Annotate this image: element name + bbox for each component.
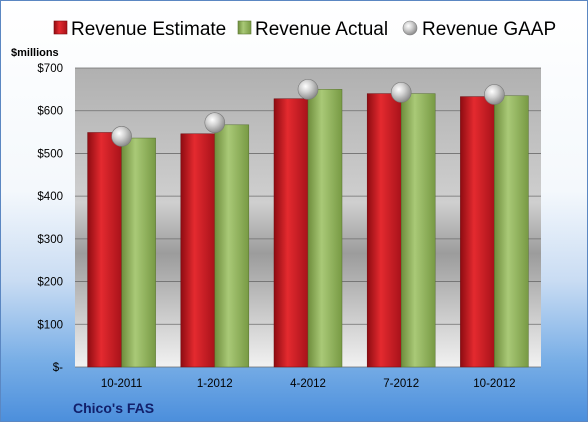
legend: Revenue Estimate Revenue Actual Revenue …	[53, 19, 556, 40]
marker-revenue-gaap	[297, 79, 319, 100]
x-axis-tick-labels: 10-2011 1-2012 4-2012 7-2012 10-2012	[101, 378, 516, 390]
gaap-markers	[111, 79, 505, 147]
y-tick-label: $300	[37, 234, 63, 246]
marker-revenue-gaap	[390, 82, 412, 103]
y-tick-label: $-	[53, 362, 63, 374]
legend-label-gaap: Revenue GAAP	[422, 19, 556, 40]
legend-swatch-estimate	[53, 20, 68, 35]
bar-revenue-actual	[400, 93, 436, 368]
x-tick-label: 7-2012	[383, 378, 419, 390]
bar-revenue-estimate	[366, 93, 402, 368]
bar-revenue-estimate	[180, 133, 216, 368]
bars	[87, 89, 529, 368]
y-tick-label: $600	[37, 106, 63, 118]
bar-revenue-actual	[494, 95, 529, 368]
y-tick-label: $500	[37, 148, 63, 160]
bar-revenue-estimate	[460, 96, 495, 368]
bar-revenue-actual	[214, 124, 250, 368]
legend-marker-gaap	[402, 20, 418, 36]
x-tick-label: 4-2012	[290, 378, 326, 390]
y-axis-tick-labels: $- $100 $200 $300 $400 $500 $600 $700	[37, 63, 63, 374]
bar-revenue-actual	[121, 137, 156, 368]
y-tick-label: $100	[37, 319, 63, 331]
y-tick-label: $400	[37, 191, 63, 203]
company-name: Chico's FAS	[73, 400, 154, 416]
bar-revenue-estimate	[87, 132, 122, 368]
legend-label-actual: Revenue Actual	[255, 19, 388, 40]
x-tick-label: 10-2012	[473, 378, 515, 390]
legend-swatch-actual	[237, 20, 252, 35]
bar-revenue-estimate	[273, 98, 309, 368]
y-tick-label: $700	[37, 63, 63, 75]
y-tick-label: $200	[37, 277, 63, 289]
x-tick-label: 10-2011	[101, 378, 142, 390]
marker-revenue-gaap	[111, 126, 132, 147]
legend-label-estimate: Revenue Estimate	[71, 19, 226, 40]
marker-revenue-gaap	[484, 84, 505, 105]
x-tick-label: 1-2012	[197, 378, 233, 390]
bar-revenue-actual	[307, 89, 343, 368]
y-unit-label: $millions	[11, 47, 59, 59]
marker-revenue-gaap	[204, 112, 226, 133]
